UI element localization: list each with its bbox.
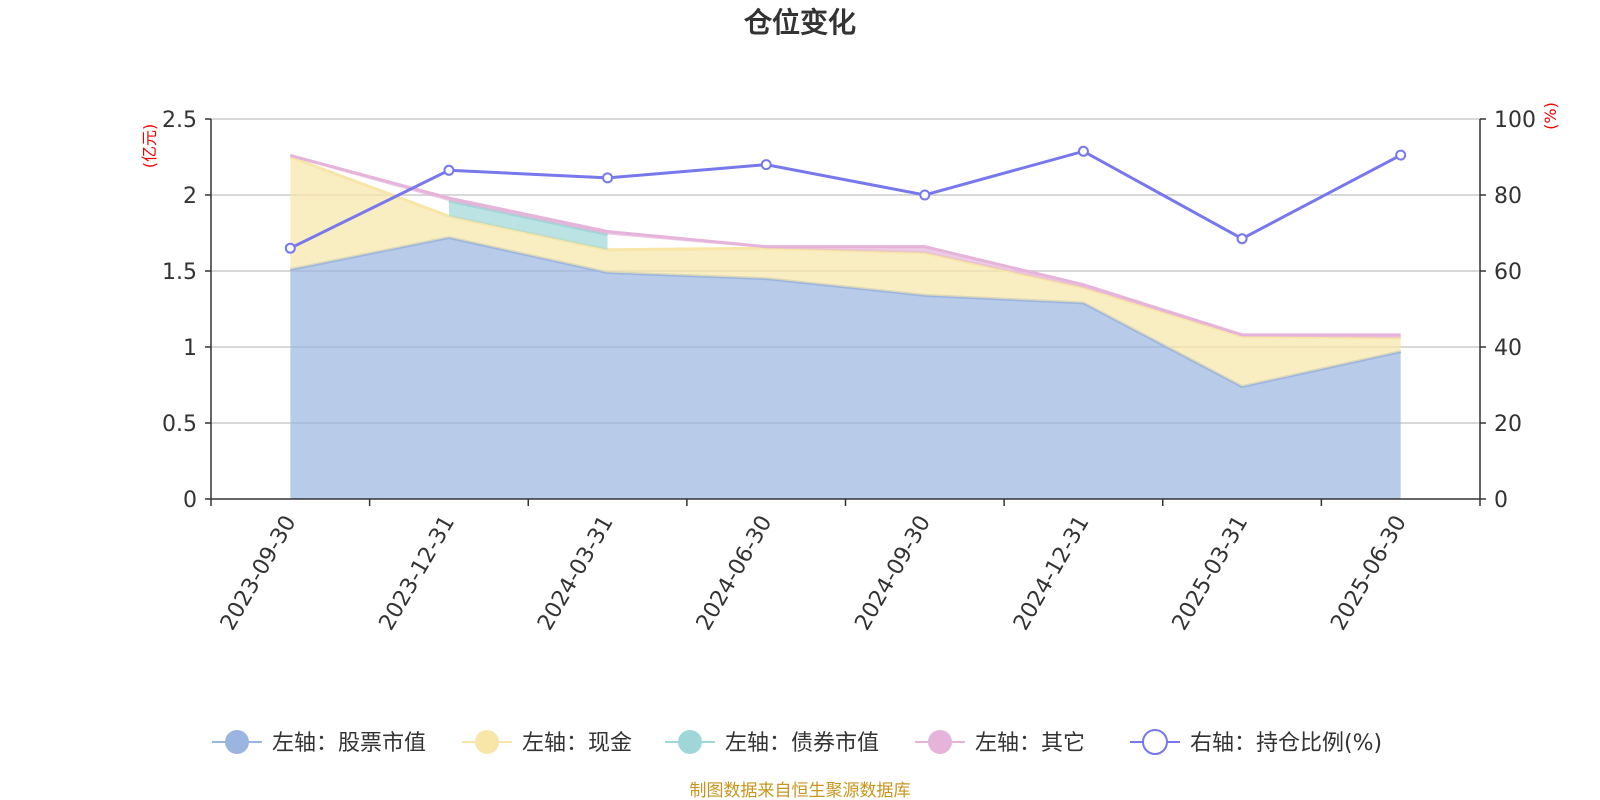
legend-item-ratio: 右轴：持仓比例(%) xyxy=(1130,729,1382,756)
right-tick-label: 40 xyxy=(1494,336,1522,361)
area-bond xyxy=(448,201,608,250)
legend-marker xyxy=(475,730,499,754)
left-tick-label: 2.5 xyxy=(162,108,197,133)
x-tick-label: 2024-09-30 xyxy=(850,512,936,635)
ratio-point xyxy=(1236,233,1248,245)
ratio-point xyxy=(284,242,296,254)
right-tick-label: 80 xyxy=(1494,184,1522,209)
legend-item-other: 左轴：其它 xyxy=(915,730,1085,756)
left-tick-label: 2 xyxy=(183,184,197,209)
legend-marker xyxy=(1142,729,1168,755)
ratio-point xyxy=(919,189,931,201)
ratio-line xyxy=(289,149,1402,250)
data-source-note: 制图数据来自恒生聚源数据库 xyxy=(690,781,911,800)
legend-label: 左轴：现金 xyxy=(522,731,632,756)
legend: 左轴：股票市值 左轴：现金 左轴：债券市值 左轴：其它 右轴：持仓比例(%) xyxy=(212,729,1382,756)
x-tick-label: 2023-12-31 xyxy=(375,512,461,635)
area-cash xyxy=(290,157,1401,387)
right-axis-unit: (%) xyxy=(1541,102,1560,130)
x-tick-label: 2025-03-31 xyxy=(1168,512,1254,635)
x-tick-label: 2024-12-31 xyxy=(1009,512,1095,635)
ratio-line-series xyxy=(284,145,1407,254)
ratio-point xyxy=(602,172,614,184)
right-tick-label: 60 xyxy=(1494,260,1522,285)
chart-title: 仓位变化 xyxy=(744,6,856,39)
legend-label: 左轴：其它 xyxy=(975,731,1085,756)
legend-marker xyxy=(928,730,952,754)
ratio-point xyxy=(1077,145,1089,157)
x-tick-label: 2024-03-31 xyxy=(533,512,619,635)
left-tick-label: 0.5 xyxy=(162,412,197,437)
right-tick-label: 100 xyxy=(1494,108,1536,133)
stacked-areas xyxy=(289,154,1402,499)
left-tick-label: 1 xyxy=(183,336,197,361)
x-tick-label: 2025-06-30 xyxy=(1326,512,1412,635)
left-tick-label: 0 xyxy=(183,488,197,513)
ratio-point xyxy=(1395,149,1407,161)
left-axis-unit: (亿元) xyxy=(140,124,159,169)
legend-item-bond: 左轴：债券市值 xyxy=(665,730,879,756)
x-tick-label: 2023-09-30 xyxy=(216,512,302,635)
area-stock xyxy=(290,237,1401,499)
line-other xyxy=(289,154,1401,337)
legend-marker xyxy=(225,730,249,754)
legend-label: 左轴：债券市值 xyxy=(725,731,879,756)
left-tick-label: 1.5 xyxy=(162,260,197,285)
ratio-point xyxy=(760,159,772,171)
legend-label: 左轴：股票市值 xyxy=(272,731,426,756)
right-tick-label: 20 xyxy=(1494,412,1522,437)
legend-item-cash: 左轴：现金 xyxy=(462,730,632,756)
legend-marker xyxy=(678,730,702,754)
legend-label: 右轴：持仓比例(%) xyxy=(1190,731,1382,756)
right-tick-label: 0 xyxy=(1494,488,1508,513)
legend-item-stock: 左轴：股票市值 xyxy=(212,730,426,756)
x-tick-label: 2024-06-30 xyxy=(692,512,778,635)
ratio-point xyxy=(443,164,455,176)
